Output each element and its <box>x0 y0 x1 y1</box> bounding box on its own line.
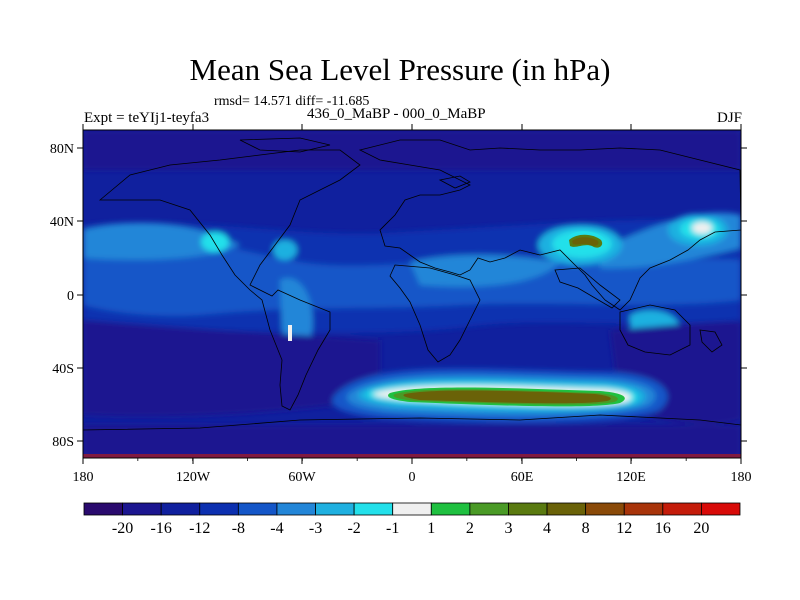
colorbar-label: 20 <box>693 520 709 537</box>
colorbar-swatch <box>237 502 278 516</box>
colorbar-label: -2 <box>347 520 360 537</box>
colorbar-swatch <box>122 502 162 516</box>
colorbar-swatch <box>199 502 239 516</box>
lon-tick-label: 60E <box>511 470 534 485</box>
latitude-ticks: 80N 40N 0 40S 80S <box>50 142 747 450</box>
colorbar-label: 12 <box>616 520 632 537</box>
colorbar-swatch <box>276 502 316 516</box>
lon-tick-label: 60W <box>288 470 316 485</box>
lat-tick-label: 40N <box>50 215 74 230</box>
colorbar-label: -16 <box>151 520 172 537</box>
lon-tick-label: 120E <box>616 470 646 485</box>
colorbar-swatch <box>353 502 394 516</box>
colorbar-label: -1 <box>386 520 399 537</box>
colorbar-label: 2 <box>466 520 474 537</box>
colorbar-swatch <box>160 502 201 516</box>
colorbar-swatch <box>701 502 741 516</box>
colorbar-label: -3 <box>309 520 322 537</box>
colorbar-swatch <box>585 502 625 516</box>
colorbar-swatch <box>662 502 702 516</box>
colorbar-swatch <box>392 502 432 516</box>
lon-tick-label: 180 <box>73 470 94 485</box>
colorbar-label: 16 <box>655 520 671 537</box>
colorbar-label: 8 <box>582 520 590 537</box>
lon-tick-label: 180 <box>731 470 752 485</box>
colorbar-label: 3 <box>504 520 512 537</box>
colorbar-label: 4 <box>543 520 551 537</box>
colorbar-swatch <box>508 502 548 516</box>
difference-label: 436_0_MaBP - 000_0_MaBP <box>307 106 486 122</box>
pressure-field <box>83 130 741 458</box>
colorbar-label: -4 <box>270 520 283 537</box>
colorbar-swatch <box>83 502 123 516</box>
lon-tick-label: 120W <box>176 470 211 485</box>
lat-tick-label: 80S <box>52 435 74 450</box>
colorbar-swatch <box>546 502 587 516</box>
colorbar-swatch <box>469 502 509 516</box>
season-label: DJF <box>716 110 742 126</box>
colorbar-label: -20 <box>112 520 133 537</box>
rmsd-diff-stats: rmsd= 14.571 diff= -11.685 <box>214 94 370 109</box>
colorbar-swatch <box>315 502 355 516</box>
lat-tick-label: 40S <box>52 362 74 377</box>
lon-tick-label: 0 <box>409 470 416 485</box>
colorbar: -20 -16 -12 -8 -4 -3 -2 -1 1 2 3 4 8 12 16 20 <box>83 502 741 537</box>
colorbar-label: -12 <box>189 520 210 537</box>
plot-title: Mean Sea Level Pressure (in hPa) <box>189 52 611 87</box>
colorbar-label: -8 <box>232 520 245 537</box>
lat-tick-label: 0 <box>67 289 74 304</box>
colorbar-swatch <box>623 502 664 516</box>
experiment-label: Expt = teYIj1-teyfa3 <box>84 110 210 126</box>
continent-outlines <box>83 137 741 431</box>
colorbar-swatch <box>430 502 471 516</box>
colorbar-label: 1 <box>427 520 435 537</box>
lat-tick-label: 80N <box>50 142 74 157</box>
longitude-ticks: 180 120W 60W 0 60E 120E 180 <box>73 124 752 485</box>
